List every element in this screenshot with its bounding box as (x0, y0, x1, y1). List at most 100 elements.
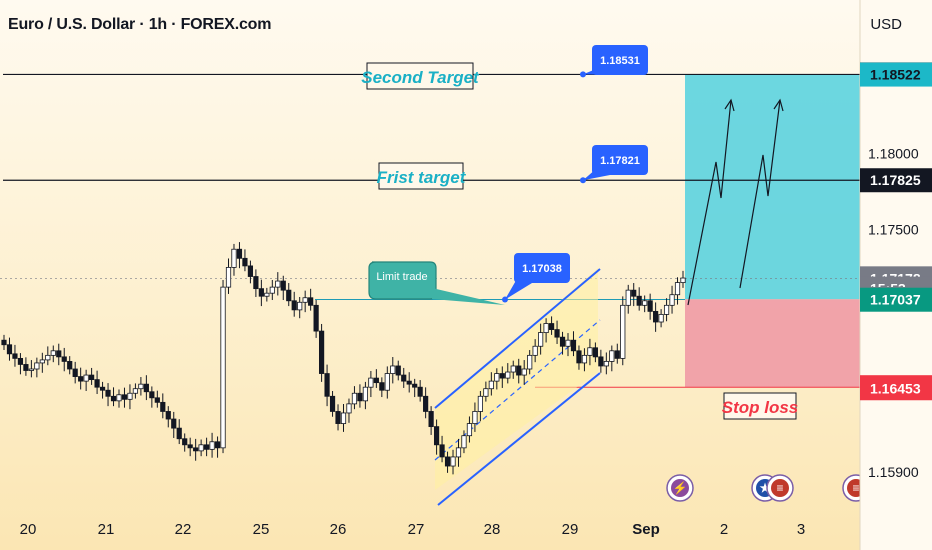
candle-body (412, 383, 418, 388)
callout-first-target: 1.17821 (600, 155, 640, 167)
candle-body (636, 295, 642, 306)
candle-body (472, 411, 478, 424)
candle-body (45, 354, 51, 361)
price-label-box (860, 376, 932, 401)
candle-body (143, 383, 149, 393)
candle-body (121, 394, 128, 400)
candle-body (527, 354, 533, 370)
callout-second-target-dot (580, 71, 586, 78)
stop-loss-label-box (723, 392, 797, 420)
candle-body (477, 395, 483, 412)
candle-body (165, 411, 171, 420)
candle-body (483, 388, 489, 397)
candle-body (193, 447, 199, 452)
candle-body (34, 362, 40, 370)
candle-body (570, 339, 577, 352)
first-target-label: Frist target (377, 168, 467, 187)
candle-body (543, 323, 549, 334)
candle-body (154, 397, 160, 403)
candle-body (603, 361, 609, 367)
candle-body (346, 403, 352, 414)
candle-body (286, 289, 292, 302)
candle-body (581, 354, 588, 364)
candle-body (488, 380, 494, 390)
candle-body (559, 336, 566, 347)
candle-body (225, 267, 232, 288)
price-label: 1.18522 (870, 67, 921, 83)
candle-body (592, 347, 598, 358)
callout-second-target-box (592, 45, 648, 75)
candle-body (417, 386, 423, 397)
candle-body (269, 286, 275, 294)
candle-body (505, 371, 511, 379)
candle-body (23, 364, 29, 371)
candle-body (89, 374, 95, 381)
candle-body (253, 276, 259, 290)
candle-body (362, 386, 369, 402)
candle-body (209, 441, 215, 450)
callout-first-target-dot (580, 177, 586, 184)
candle-body (450, 456, 456, 467)
us-flag-icon-fill (771, 479, 789, 497)
price-label: 1.16453 (870, 380, 921, 396)
stop-loss-label: Stop loss (722, 398, 799, 417)
x-tick-label: 27 (408, 521, 425, 538)
price-label-box (860, 287, 932, 312)
candle-body (61, 356, 67, 362)
candle-body (264, 292, 270, 297)
candle-body (99, 386, 106, 391)
x-tick-label: 28 (484, 521, 501, 538)
x-tick-label: 25 (253, 521, 270, 538)
candle-body (318, 330, 325, 374)
candle-body (423, 395, 429, 412)
candle-body (433, 426, 440, 446)
callout-second-target-pointer (583, 69, 610, 75)
chart-title: Euro / U.S. Dollar · 1h · FOREX.com (8, 16, 272, 33)
candle-body (532, 345, 538, 356)
candle-body (72, 368, 78, 377)
x-tick-label: 20 (20, 521, 37, 538)
candle-body (110, 395, 117, 402)
price-label: 1.17037 (870, 292, 921, 308)
candle-body (275, 280, 281, 288)
callout-first-target-box (592, 145, 648, 175)
callout-limit-dot (502, 296, 508, 303)
candles-group (1, 242, 686, 475)
candle-body (12, 353, 18, 359)
candle-body (214, 441, 221, 449)
candle-body (160, 401, 166, 412)
callout-first-target-pointer (583, 169, 610, 181)
x-tick-label: 2 (720, 521, 728, 538)
candle-body (308, 297, 314, 306)
candle-body (368, 377, 374, 388)
candle-body (439, 444, 445, 458)
candle-body (78, 376, 84, 382)
candle-body (538, 332, 544, 347)
candle-body (28, 368, 34, 371)
lightning-icon-fill (671, 479, 689, 497)
candle-body (220, 286, 226, 449)
currency-label: USD (870, 16, 902, 33)
candle-body (379, 382, 385, 391)
x-tick-label: Sep (632, 521, 660, 538)
price-label: 1.17825 (870, 172, 921, 188)
candle-body (653, 310, 659, 323)
candle-body (406, 380, 412, 385)
candle-body (149, 391, 155, 399)
callout-limit-pointer (505, 277, 532, 300)
candle-body (674, 282, 681, 296)
candle-body (297, 301, 303, 311)
candle-body (187, 444, 193, 449)
x-tick-label: 3 (797, 521, 805, 538)
candle-body (127, 392, 133, 400)
candle-body (258, 288, 264, 297)
callout-limit-box (514, 253, 570, 283)
candle-body (204, 444, 210, 450)
candle-body (614, 350, 620, 359)
us-flag-icon: ≡ (776, 481, 783, 495)
candle-body (231, 248, 237, 268)
candle-body (6, 344, 13, 355)
candle-body (576, 350, 582, 364)
